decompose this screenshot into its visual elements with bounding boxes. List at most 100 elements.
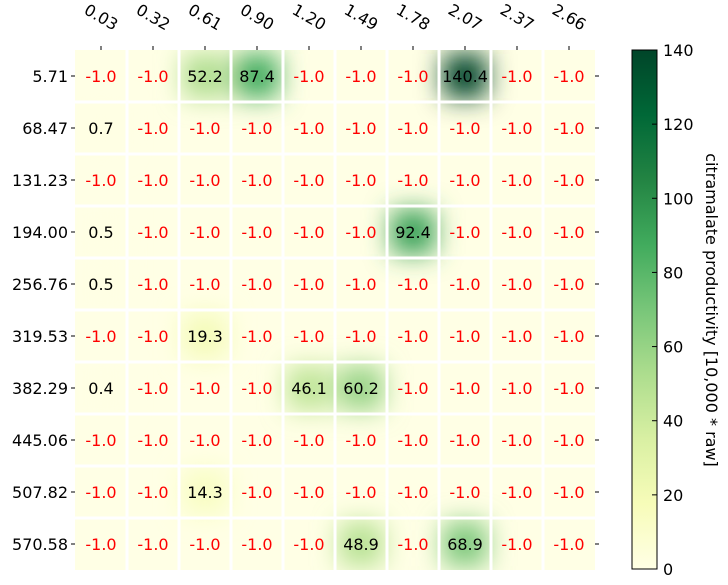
cell-value-label: -1.0 (553, 223, 584, 242)
cell-value-label: -1.0 (293, 431, 324, 450)
x-tick-label: 2.37 (497, 0, 537, 34)
cell-value-label: -1.0 (553, 171, 584, 190)
cell-value-label: -1.0 (137, 223, 168, 242)
cell-value-label: -1.0 (85, 483, 116, 502)
cell-value-label: -1.0 (293, 67, 324, 86)
cell-value-label: -1.0 (189, 431, 220, 450)
cell-value-label: -1.0 (293, 171, 324, 190)
x-tick-label: 0.90 (237, 0, 277, 34)
cell-value-label: -1.0 (501, 67, 532, 86)
cell-value-label: -1.0 (449, 327, 480, 346)
cell-value-label: -1.0 (137, 119, 168, 138)
cell-value-labels: -1.0 -1.0 52.2 87.4 -1.0 -1.0 -1.0 140.4 -1.0 -1.… (85, 67, 584, 554)
cell-value-label: -1.0 (449, 431, 480, 450)
cell-value-label: -1.0 (553, 431, 584, 450)
x-tick-label: 1.78 (393, 0, 433, 34)
heatmap-cell (391, 210, 435, 254)
cell-value-label: -1.0 (85, 327, 116, 346)
cell-value-label: 48.9 (343, 535, 379, 554)
cell-value-label: -1.0 (397, 379, 428, 398)
cell-value-label: -1.0 (449, 379, 480, 398)
cell-value-label: -1.0 (501, 327, 532, 346)
cell-value-label: -1.0 (293, 119, 324, 138)
heatmap-cell (339, 366, 383, 410)
cell-value-label: -1.0 (189, 223, 220, 242)
cell-value-label: -1.0 (293, 275, 324, 294)
colorbar: 0 20 40 60 80 100 120 140 citramalate productiv… (631, 41, 721, 579)
cell-value-label: -1.0 (501, 275, 532, 294)
cell-value-label: -1.0 (345, 171, 376, 190)
cell-value-label: 140.4 (442, 67, 488, 86)
cell-value-label: -1.0 (241, 327, 272, 346)
heatmap-cell (79, 262, 123, 306)
cell-value-label: 46.1 (291, 379, 327, 398)
cell-value-label: -1.0 (397, 327, 428, 346)
colorbar-tick-label: 20 (663, 486, 683, 505)
colorbar-tick-label: 0 (663, 560, 673, 579)
cell-value-label: -1.0 (345, 431, 376, 450)
cell-value-label: -1.0 (137, 535, 168, 554)
cell-value-label: -1.0 (553, 535, 584, 554)
cell-value-label: -1.0 (553, 327, 584, 346)
cell-value-label: -1.0 (345, 67, 376, 86)
x-axis: 0.03 0.32 0.61 0.90 1.20 1.49 1.78 2.07 2.37 2.66 (81, 0, 589, 50)
y-tick-label: 131.23 (12, 171, 68, 190)
heatmap-cell (443, 522, 487, 566)
cell-value-label: -1.0 (137, 379, 168, 398)
cell-value-label: -1.0 (85, 67, 116, 86)
cell-value-label: -1.0 (345, 327, 376, 346)
x-tick-label: 0.61 (185, 0, 225, 34)
cell-value-label: -1.0 (293, 535, 324, 554)
cell-value-label: -1.0 (397, 275, 428, 294)
cell-value-label: -1.0 (345, 275, 376, 294)
y-tick-label: 256.76 (12, 275, 68, 294)
cell-value-label: -1.0 (241, 223, 272, 242)
cell-value-label: -1.0 (345, 483, 376, 502)
y-tick-label: 319.53 (12, 327, 68, 346)
cell-value-label: -1.0 (137, 67, 168, 86)
cell-value-label: -1.0 (85, 431, 116, 450)
heatmap-cell (183, 54, 227, 98)
heatmap-cell (287, 366, 331, 410)
x-tick-label: 2.07 (445, 0, 485, 34)
cell-value-label: -1.0 (137, 275, 168, 294)
cell-value-label: 0.4 (88, 379, 113, 398)
cell-value-label: -1.0 (137, 431, 168, 450)
y-tick-label: 570.58 (12, 535, 68, 554)
cell-value-label: 0.5 (88, 275, 113, 294)
x-tick-label: 0.03 (81, 0, 121, 34)
cell-value-label: -1.0 (241, 483, 272, 502)
cell-value-label: 60.2 (343, 379, 379, 398)
cell-value-label: -1.0 (397, 67, 428, 86)
colorbar-tick-label: 80 (663, 263, 683, 282)
cell-value-label: -1.0 (293, 223, 324, 242)
cell-value-label: -1.0 (241, 535, 272, 554)
cell-value-label: -1.0 (501, 379, 532, 398)
cell-value-label: -1.0 (241, 379, 272, 398)
heatmap-cell (339, 522, 383, 566)
cell-value-label: -1.0 (501, 431, 532, 450)
cell-value-label: -1.0 (85, 535, 116, 554)
cell-value-label: -1.0 (137, 171, 168, 190)
cell-value-label: -1.0 (553, 379, 584, 398)
colorbar-tick-label: 140 (663, 41, 694, 60)
cell-value-label: -1.0 (293, 483, 324, 502)
cell-value-label: -1.0 (501, 535, 532, 554)
cell-value-label: -1.0 (397, 483, 428, 502)
cell-value-label: -1.0 (241, 119, 272, 138)
cell-value-label: -1.0 (501, 483, 532, 502)
cell-value-label: 0.7 (88, 119, 113, 138)
cell-value-label: -1.0 (553, 119, 584, 138)
cell-value-label: -1.0 (449, 119, 480, 138)
y-tick-label: 194.00 (12, 223, 68, 242)
cell-value-label: -1.0 (189, 275, 220, 294)
y-axis: 5.71 68.47 131.23 194.00 256.76 319.53 382.29 4… (12, 67, 599, 554)
heatmap-grid (75, 50, 595, 570)
heatmap-cell (79, 106, 123, 150)
heatmap-cell (79, 366, 123, 410)
cell-value-label: 19.3 (187, 327, 223, 346)
colorbar-tick-label: 100 (663, 189, 694, 208)
cell-value-label: -1.0 (137, 327, 168, 346)
cell-value-label: -1.0 (241, 431, 272, 450)
